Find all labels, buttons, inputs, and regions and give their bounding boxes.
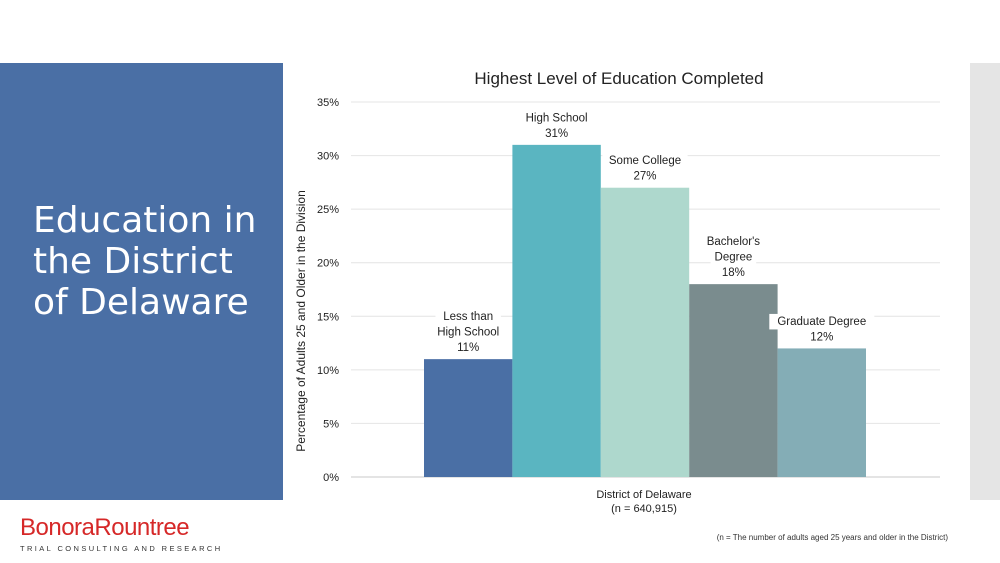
- data-label-background: [602, 153, 688, 169]
- y-tick-label: 0%: [323, 472, 339, 484]
- logo-name-part2: Rountree: [94, 514, 190, 541]
- bar-labels: Less than High School 11% High School 31% Som…: [428, 110, 875, 356]
- data-label-value: 12%: [810, 331, 833, 343]
- data-label-background: [517, 110, 596, 126]
- y-tick-label: 20%: [317, 258, 339, 270]
- bar: [424, 359, 513, 477]
- data-label-value: 18%: [722, 267, 745, 279]
- data-label-category: Some College: [609, 155, 681, 167]
- data-label-category: High School: [526, 112, 588, 124]
- data-label-background: [543, 125, 570, 142]
- data-label-background: [632, 168, 658, 185]
- logo-name-part1: Bonora: [20, 514, 95, 541]
- data-label: Graduate Degree 12%: [769, 313, 875, 345]
- data-label: Less than High School 11%: [428, 309, 508, 356]
- y-axis-label: Percentage of Adults 25 and Older in the…: [294, 190, 308, 452]
- data-label-background: [435, 309, 501, 325]
- data-label-value: 31%: [545, 128, 568, 140]
- y-tick-label: 10%: [317, 365, 339, 377]
- x-axis-sample-size: (n = 640,915): [611, 503, 677, 515]
- data-label-category: High School: [437, 327, 499, 339]
- data-label-background: [710, 249, 757, 266]
- data-label-category: Degree: [715, 252, 753, 264]
- data-label-background: [428, 324, 508, 341]
- y-tick-label: 15%: [317, 311, 339, 323]
- data-label-value: 11%: [457, 342, 479, 354]
- bar: [689, 284, 778, 477]
- x-axis-label: District of Delaware: [596, 489, 691, 501]
- bar: [777, 348, 866, 477]
- chart-title: Highest Level of Education Completed: [474, 69, 763, 88]
- bar: [600, 187, 690, 477]
- data-label: High School 31%: [517, 110, 596, 142]
- data-label-background: [697, 234, 770, 250]
- logo-wordmark: BonoraRountree: [20, 514, 223, 542]
- y-tick-label: 35%: [317, 97, 339, 109]
- bar-chart: Highest Level of Education Completed Per…: [294, 69, 940, 515]
- data-label-category: Less than: [443, 311, 493, 323]
- slide-title: Education in the District of Delaware: [33, 200, 257, 323]
- side-strip: [970, 63, 1000, 500]
- data-label: Bachelor's Degree 18%: [697, 234, 770, 281]
- y-tick-label: 5%: [323, 418, 339, 430]
- bars: [424, 144, 866, 477]
- data-label-category: Bachelor's: [707, 236, 761, 248]
- data-label-category: Graduate Degree: [777, 316, 866, 328]
- data-label-background: [455, 340, 482, 356]
- data-label-background: [720, 265, 747, 281]
- data-label: Some College 27%: [602, 153, 688, 185]
- title-panel: [0, 63, 283, 500]
- data-label-background: [769, 313, 875, 330]
- y-tick-label: 30%: [317, 151, 339, 163]
- bar: [512, 144, 601, 477]
- footnote: (n = The number of adults aged 25 years …: [716, 533, 948, 542]
- y-tick-labels: 0% 5% 10% 15% 20% 25% 30% 35%: [317, 97, 339, 484]
- logo-tagline: TRIAL CONSULTING AND RESEARCH: [20, 544, 223, 553]
- data-label-value: 27%: [633, 171, 656, 183]
- y-tick-label: 25%: [317, 204, 339, 216]
- data-label-background: [808, 329, 835, 345]
- company-logo: BonoraRountree TRIAL CONSULTING AND RESE…: [20, 514, 223, 553]
